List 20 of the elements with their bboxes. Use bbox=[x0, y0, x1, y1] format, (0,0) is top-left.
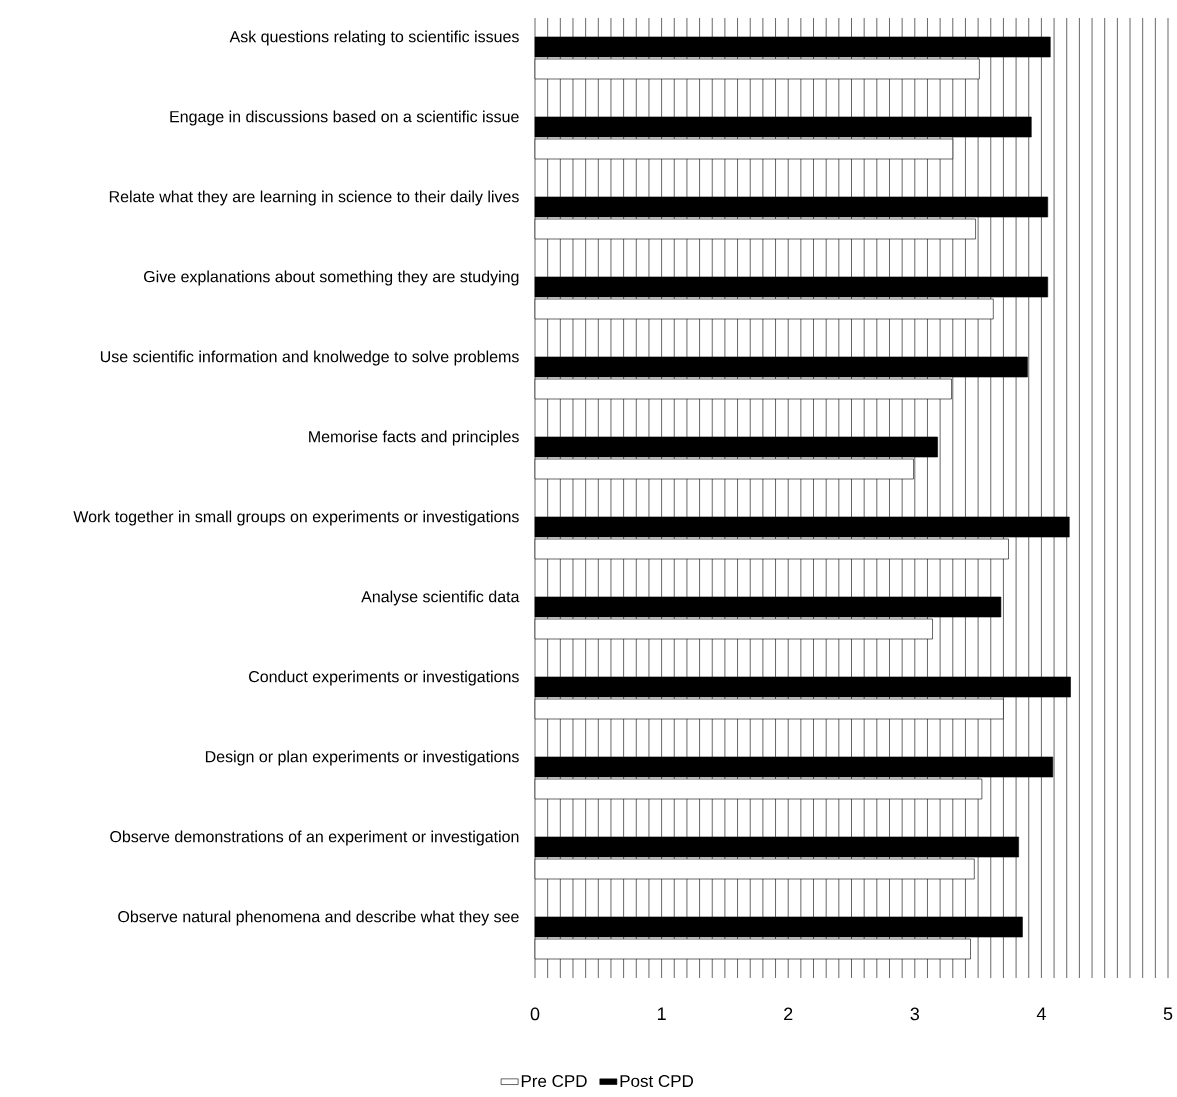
y-tick-label: Conduct experiments or investigations bbox=[249, 670, 519, 686]
x-tick-label: 0 bbox=[530, 1007, 540, 1021]
x-tick-label: 1 bbox=[657, 1007, 666, 1020]
y-tick-label: Memorise facts and principles bbox=[309, 430, 519, 446]
y-tick-label: Analyse scientific data bbox=[361, 590, 520, 606]
y-tick-label: Relate what they are learning in science to their daily lives bbox=[109, 190, 519, 206]
x-tick-label: 2 bbox=[784, 1007, 793, 1021]
y-tick-label: Give explanations about something they are studying bbox=[144, 270, 519, 286]
y-tick-label: Design or plan experiments or investigations bbox=[205, 750, 519, 766]
x-tick-label: 4 bbox=[1036, 1007, 1046, 1020]
y-tick-label: Work together in small groups on experiments or investigations bbox=[73, 510, 519, 526]
y-tick-label: Observe demonstrations of an experiment or investigation bbox=[110, 830, 519, 846]
legend-label: Post CPD bbox=[620, 1075, 693, 1088]
x-tick-label: 5 bbox=[1163, 1007, 1173, 1021]
x-tick-label: 3 bbox=[910, 1007, 920, 1021]
y-tick-label: Observe natural phenomena and describe what they see bbox=[118, 910, 519, 926]
legend-label: Pre CPD bbox=[521, 1075, 587, 1088]
y-tick-label: Ask questions relating to scientific issues bbox=[229, 30, 519, 46]
y-tick-label: Engage in discussions based on a scientific issue bbox=[170, 110, 519, 126]
y-tick-label: Use scientific information and knolwedge to solve problems bbox=[100, 350, 519, 366]
